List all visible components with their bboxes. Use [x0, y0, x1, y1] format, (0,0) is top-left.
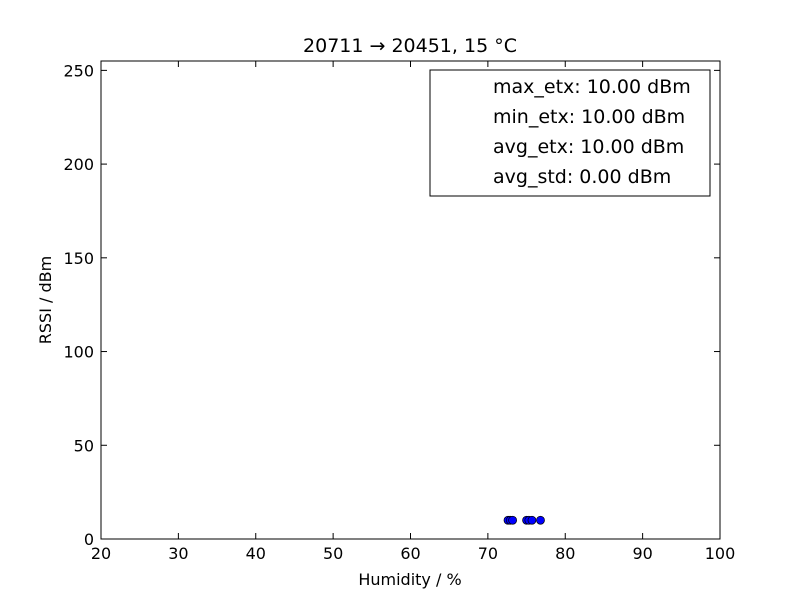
- legend-entry-max-etx: max_etx: 10.00 dBm: [493, 76, 691, 98]
- x-tick-label: 80: [555, 544, 575, 563]
- data-point: [527, 515, 537, 525]
- x-tick-label: 100: [705, 544, 736, 563]
- x-tick-label: 90: [632, 544, 652, 563]
- data-points: [503, 515, 545, 525]
- data-point: [508, 515, 517, 525]
- x-tick-label: 70: [478, 544, 498, 563]
- x-tick-label: 20: [91, 544, 111, 563]
- legend-entry-min-etx: min_etx: 10.00 dBm: [493, 106, 685, 128]
- y-tick-label: 200: [63, 155, 94, 174]
- tick-labels: 20 30 40 50 60 70 80 90 100 0 50 100 150 200 250: [63, 61, 735, 563]
- legend-entry-avg-etx: avg_etx: 10.00 dBm: [493, 136, 684, 158]
- data-point: [536, 515, 545, 525]
- y-tick-label: 250: [63, 61, 94, 80]
- y-tick-label: 150: [63, 249, 94, 268]
- x-axis-label: Humidity / %: [358, 570, 461, 589]
- x-tick-label: 60: [400, 544, 420, 563]
- y-tick-label: 50: [74, 436, 94, 455]
- x-tick-label: 30: [168, 544, 188, 563]
- y-tick-label: 0: [84, 530, 94, 549]
- plot-frame: [100, 60, 721, 540]
- legend: max_etx: 10.00 dBm min_etx: 10.00 dBm av…: [429, 69, 711, 197]
- y-axis-label: RSSI / dBm: [36, 256, 55, 344]
- x-tick-label: 50: [323, 544, 343, 563]
- x-tick-label: 40: [246, 544, 266, 563]
- y-tick-label: 100: [63, 343, 94, 362]
- legend-box: [429, 69, 711, 197]
- legend-entry-avg-std: avg_std: 0.00 dBm: [493, 166, 671, 188]
- chart-title: 20711 → 20451, 15 °C: [303, 35, 517, 57]
